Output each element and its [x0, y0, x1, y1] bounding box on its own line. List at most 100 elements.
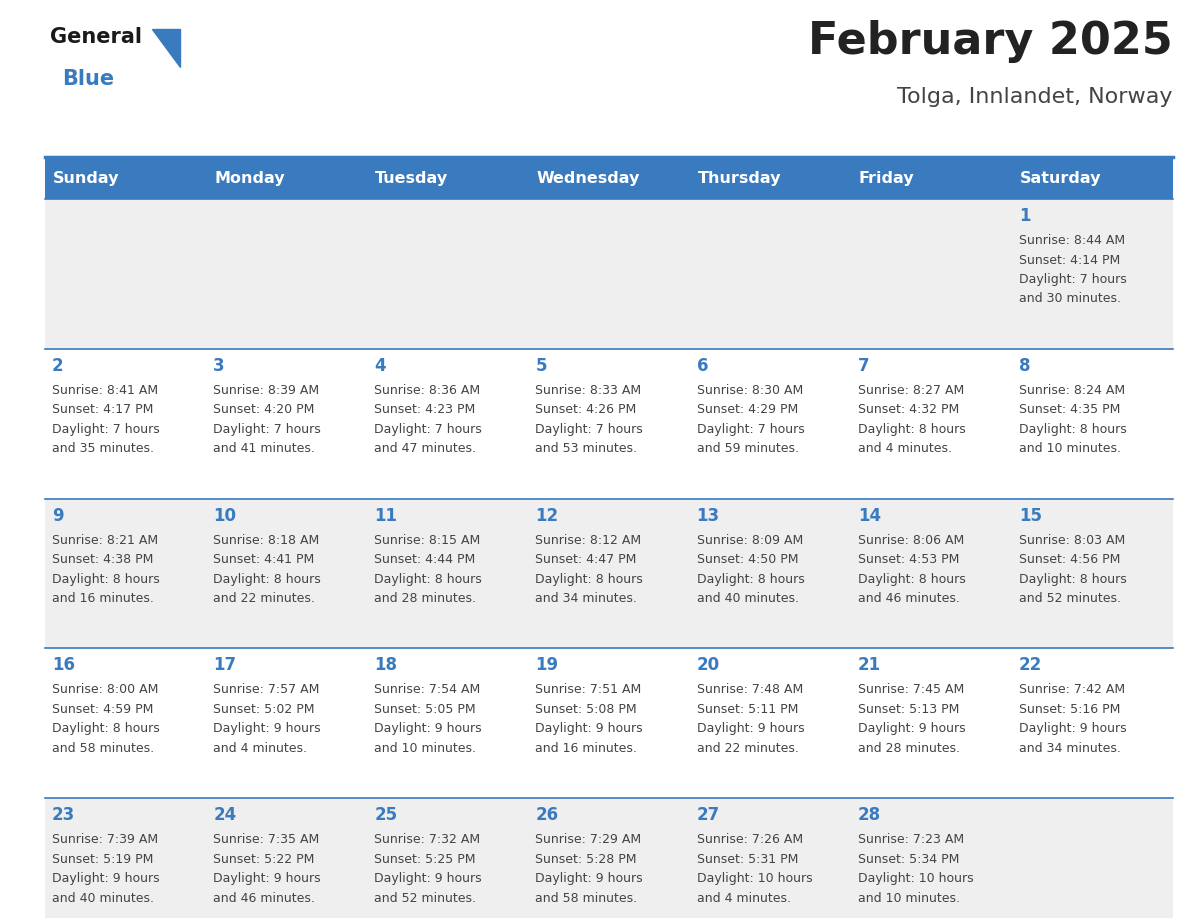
Text: Sunset: 4:59 PM: Sunset: 4:59 PM [52, 703, 153, 716]
Text: 26: 26 [536, 806, 558, 824]
Text: and 46 minutes.: and 46 minutes. [213, 891, 315, 905]
Text: Sunset: 4:29 PM: Sunset: 4:29 PM [696, 403, 798, 416]
Text: Sunset: 4:20 PM: Sunset: 4:20 PM [213, 403, 315, 416]
Text: and 46 minutes.: and 46 minutes. [858, 592, 960, 605]
Text: Sunrise: 8:24 AM: Sunrise: 8:24 AM [1019, 384, 1125, 397]
Text: Sunrise: 8:41 AM: Sunrise: 8:41 AM [52, 384, 158, 397]
Bar [45, 798, 1173, 918]
Text: 2: 2 [52, 357, 64, 375]
Text: and 35 minutes.: and 35 minutes. [52, 442, 154, 455]
Text: 4: 4 [374, 357, 386, 375]
Text: Sunrise: 8:03 AM: Sunrise: 8:03 AM [1019, 533, 1125, 546]
Text: and 10 minutes.: and 10 minutes. [374, 742, 476, 755]
Text: and 22 minutes.: and 22 minutes. [213, 592, 315, 605]
Text: and 52 minutes.: and 52 minutes. [1019, 592, 1120, 605]
Text: Sunset: 4:26 PM: Sunset: 4:26 PM [536, 403, 637, 416]
Text: 11: 11 [374, 507, 397, 524]
Text: Daylight: 7 hours: Daylight: 7 hours [1019, 273, 1126, 286]
Bar [207, 157, 367, 199]
Text: Daylight: 9 hours: Daylight: 9 hours [696, 722, 804, 735]
Text: 3: 3 [213, 357, 225, 375]
Text: 6: 6 [696, 357, 708, 375]
Text: Daylight: 8 hours: Daylight: 8 hours [858, 423, 966, 436]
Bar [851, 157, 1012, 199]
Text: 9: 9 [52, 507, 64, 524]
Text: Sunrise: 8:09 AM: Sunrise: 8:09 AM [696, 533, 803, 546]
Text: 7: 7 [858, 357, 870, 375]
Text: 17: 17 [213, 656, 236, 675]
Text: Daylight: 8 hours: Daylight: 8 hours [213, 573, 321, 586]
Text: Sunrise: 7:35 AM: Sunrise: 7:35 AM [213, 834, 320, 846]
Text: Sunset: 5:05 PM: Sunset: 5:05 PM [374, 703, 476, 716]
Text: Sunrise: 7:32 AM: Sunrise: 7:32 AM [374, 834, 480, 846]
Text: Monday: Monday [214, 171, 285, 185]
Text: 13: 13 [696, 507, 720, 524]
Text: Sunset: 5:31 PM: Sunset: 5:31 PM [696, 853, 798, 866]
Text: Sunrise: 8:21 AM: Sunrise: 8:21 AM [52, 533, 158, 546]
Bar [367, 157, 529, 199]
Bar [1012, 157, 1173, 199]
Text: and 10 minutes.: and 10 minutes. [858, 891, 960, 905]
Text: Sunset: 5:02 PM: Sunset: 5:02 PM [213, 703, 315, 716]
Text: 5: 5 [536, 357, 546, 375]
Text: Daylight: 9 hours: Daylight: 9 hours [213, 872, 321, 885]
Text: Wednesday: Wednesday [537, 171, 640, 185]
Text: Sunrise: 7:51 AM: Sunrise: 7:51 AM [536, 683, 642, 697]
Text: Sunset: 4:38 PM: Sunset: 4:38 PM [52, 554, 153, 566]
Text: Sunset: 4:14 PM: Sunset: 4:14 PM [1019, 253, 1120, 266]
Text: Sunrise: 8:12 AM: Sunrise: 8:12 AM [536, 533, 642, 546]
Text: Tuesday: Tuesday [375, 171, 448, 185]
Text: Daylight: 7 hours: Daylight: 7 hours [696, 423, 804, 436]
Text: Saturday: Saturday [1019, 171, 1101, 185]
Text: Sunrise: 7:54 AM: Sunrise: 7:54 AM [374, 683, 480, 697]
Text: 20: 20 [696, 656, 720, 675]
Text: and 28 minutes.: and 28 minutes. [858, 742, 960, 755]
Text: Daylight: 10 hours: Daylight: 10 hours [858, 872, 973, 885]
Text: 25: 25 [374, 806, 398, 824]
Text: Sunset: 5:28 PM: Sunset: 5:28 PM [536, 853, 637, 866]
Text: and 59 minutes.: and 59 minutes. [696, 442, 798, 455]
Text: Daylight: 8 hours: Daylight: 8 hours [52, 722, 159, 735]
Text: and 40 minutes.: and 40 minutes. [696, 592, 798, 605]
Text: 1: 1 [1019, 207, 1030, 225]
Text: Sunrise: 8:36 AM: Sunrise: 8:36 AM [374, 384, 480, 397]
Text: Sunset: 5:13 PM: Sunset: 5:13 PM [858, 703, 959, 716]
Text: Daylight: 7 hours: Daylight: 7 hours [374, 423, 482, 436]
Text: and 4 minutes.: and 4 minutes. [696, 891, 790, 905]
Text: Sunrise: 7:45 AM: Sunrise: 7:45 AM [858, 683, 963, 697]
Text: Sunset: 4:53 PM: Sunset: 4:53 PM [858, 554, 959, 566]
Text: 12: 12 [536, 507, 558, 524]
Text: Sunset: 4:50 PM: Sunset: 4:50 PM [696, 554, 798, 566]
Text: Daylight: 9 hours: Daylight: 9 hours [374, 872, 482, 885]
Text: Blue: Blue [62, 69, 114, 89]
Bar [529, 157, 689, 199]
Text: and 16 minutes.: and 16 minutes. [52, 592, 154, 605]
Text: Sunset: 4:23 PM: Sunset: 4:23 PM [374, 403, 475, 416]
Text: February 2025: February 2025 [808, 20, 1173, 63]
Text: Sunrise: 7:39 AM: Sunrise: 7:39 AM [52, 834, 158, 846]
Text: 16: 16 [52, 656, 75, 675]
Text: and 47 minutes.: and 47 minutes. [374, 442, 476, 455]
Text: Sunrise: 8:15 AM: Sunrise: 8:15 AM [374, 533, 480, 546]
Text: Daylight: 8 hours: Daylight: 8 hours [858, 573, 966, 586]
Text: Daylight: 8 hours: Daylight: 8 hours [374, 573, 482, 586]
Text: 19: 19 [536, 656, 558, 675]
Text: Sunrise: 7:23 AM: Sunrise: 7:23 AM [858, 834, 963, 846]
Text: and 40 minutes.: and 40 minutes. [52, 891, 154, 905]
Bar [45, 498, 1173, 648]
Bar [45, 157, 207, 199]
Text: and 53 minutes.: and 53 minutes. [536, 442, 638, 455]
Text: Thursday: Thursday [697, 171, 781, 185]
Text: 15: 15 [1019, 507, 1042, 524]
Text: Sunrise: 8:27 AM: Sunrise: 8:27 AM [858, 384, 963, 397]
Text: Daylight: 9 hours: Daylight: 9 hours [213, 722, 321, 735]
Text: Sunrise: 7:29 AM: Sunrise: 7:29 AM [536, 834, 642, 846]
Text: Sunset: 4:32 PM: Sunset: 4:32 PM [858, 403, 959, 416]
Text: Sunrise: 8:30 AM: Sunrise: 8:30 AM [696, 384, 803, 397]
Text: Daylight: 8 hours: Daylight: 8 hours [696, 573, 804, 586]
Text: Sunset: 4:35 PM: Sunset: 4:35 PM [1019, 403, 1120, 416]
Text: Friday: Friday [859, 171, 915, 185]
Text: Tolga, Innlandet, Norway: Tolga, Innlandet, Norway [897, 87, 1173, 107]
Text: Daylight: 9 hours: Daylight: 9 hours [1019, 722, 1126, 735]
Text: Sunset: 4:56 PM: Sunset: 4:56 PM [1019, 554, 1120, 566]
